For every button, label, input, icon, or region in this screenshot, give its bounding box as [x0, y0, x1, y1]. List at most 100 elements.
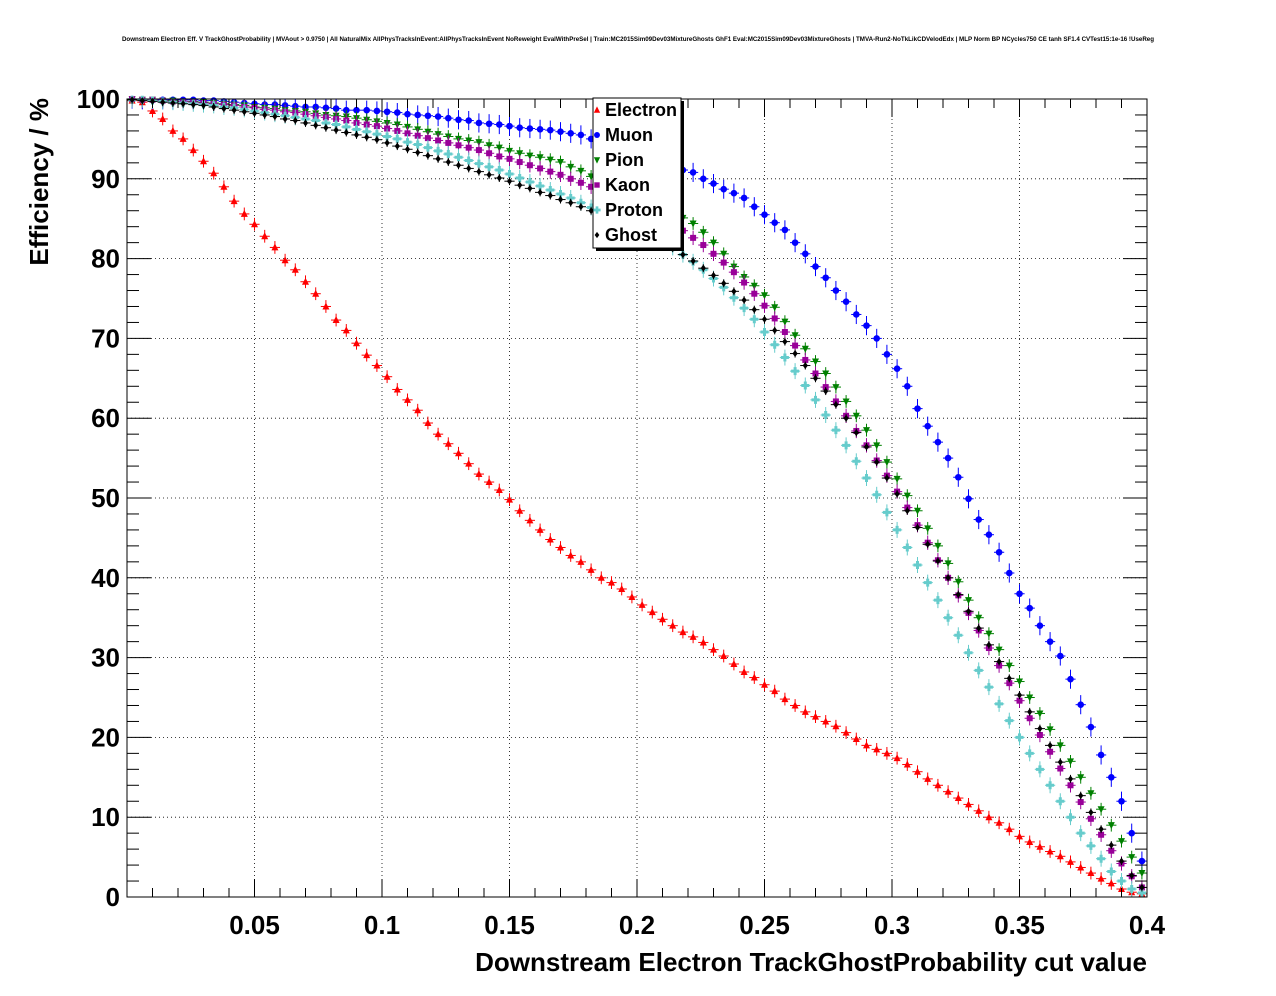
data-point-electron	[271, 243, 279, 251]
data-point-pion	[1016, 678, 1023, 686]
data-point-pion	[842, 398, 850, 406]
data-point-ghost	[792, 350, 798, 358]
data-point-electron	[975, 806, 983, 814]
data-point-kaon	[557, 171, 564, 178]
data-point-ghost	[588, 207, 594, 215]
data-point-electron	[189, 146, 197, 154]
data-point-ghost	[894, 490, 900, 498]
data-point-muon	[710, 180, 717, 187]
data-point-electron	[791, 701, 799, 709]
data-point-muon	[1036, 622, 1044, 629]
data-point-muon	[1016, 590, 1023, 598]
data-point-muon	[332, 105, 340, 112]
data-point-electron	[485, 478, 493, 486]
data-point-muon	[506, 122, 513, 130]
data-point-electron	[832, 722, 840, 730]
data-point-muon	[955, 473, 962, 481]
data-point-muon	[689, 169, 697, 176]
data-point-pion	[771, 304, 779, 312]
data-point-electron	[628, 592, 636, 600]
data-point-proton	[1086, 841, 1095, 850]
data-point-pion	[995, 646, 1003, 654]
data-point-muon	[445, 114, 452, 122]
data-point-ghost	[537, 188, 543, 196]
data-point-muon	[700, 175, 707, 183]
data-point-electron	[516, 506, 524, 514]
data-point-electron	[597, 573, 605, 581]
data-point-kaon	[475, 147, 482, 154]
data-point-electron	[383, 372, 391, 380]
data-point-ghost	[364, 133, 370, 141]
data-point-proton	[811, 395, 820, 404]
data-point-proton	[1025, 749, 1034, 758]
data-point-proton	[760, 328, 769, 337]
data-point-pion	[832, 384, 840, 392]
data-point-kaon	[1067, 782, 1074, 789]
data-point-proton	[1137, 889, 1146, 898]
data-point-pion	[761, 292, 768, 300]
legend-box	[592, 97, 682, 249]
data-point-pion	[822, 370, 830, 378]
data-point-ghost	[313, 121, 319, 129]
data-point-electron	[852, 734, 860, 742]
data-point-electron	[495, 486, 503, 494]
data-point-proton	[842, 441, 851, 450]
data-point-muon	[1006, 569, 1013, 577]
data-point-proton	[862, 474, 871, 483]
data-point-proton	[311, 116, 320, 125]
data-point-pion	[750, 282, 758, 290]
data-point-ghost	[812, 374, 819, 382]
data-point-ghost	[466, 164, 472, 172]
data-point-electron	[801, 707, 809, 715]
data-point-ghost	[1108, 841, 1114, 849]
data-point-electron	[822, 717, 830, 725]
data-point-electron	[1046, 847, 1054, 855]
data-point-pion	[852, 412, 860, 420]
x-tick-label: 0.1	[364, 910, 400, 940]
data-point-ghost	[231, 106, 237, 114]
data-point-pion	[475, 139, 483, 147]
data-point-ghost	[721, 279, 727, 287]
data-point-muon	[1077, 701, 1084, 708]
data-point-proton	[546, 185, 555, 194]
data-point-electron	[1056, 852, 1064, 860]
data-point-proton	[1107, 867, 1116, 876]
data-point-ghost	[272, 113, 278, 121]
data-point-ghost	[874, 458, 880, 466]
data-point-electron	[669, 621, 677, 629]
data-point-muon	[740, 194, 748, 202]
data-point-electron	[710, 645, 717, 653]
data-point-proton	[740, 304, 749, 313]
data-point-kaon	[1006, 680, 1013, 687]
data-point-electron	[761, 680, 768, 688]
data-point-proton	[1117, 877, 1126, 886]
data-point-muon	[761, 211, 768, 219]
data-point-electron	[750, 673, 758, 681]
data-point-pion	[801, 345, 809, 353]
data-point-kaon	[455, 142, 462, 149]
x-tick-label: 0.35	[994, 910, 1045, 940]
data-point-electron	[526, 516, 534, 524]
data-point-proton	[882, 508, 891, 517]
data-point-proton	[903, 543, 912, 552]
y-tick-label: 10	[91, 802, 120, 832]
legend: Electron Muon Pion Kaon Proton Ghost	[592, 97, 684, 251]
data-point-ghost	[221, 105, 227, 113]
legend-marker-ghost	[594, 231, 600, 239]
data-point-proton	[913, 561, 922, 570]
data-point-ghost	[976, 624, 982, 632]
data-point-ghost	[680, 251, 686, 259]
data-point-muon	[1108, 774, 1115, 781]
data-point-electron	[465, 459, 473, 467]
data-point-muon	[944, 454, 952, 462]
data-point-muon	[496, 121, 503, 128]
data-point-kaon	[577, 179, 584, 186]
data-point-pion	[710, 239, 717, 247]
data-point-proton	[352, 125, 361, 134]
data-point-proton	[525, 177, 534, 186]
y-tick-label: 70	[91, 323, 120, 353]
data-point-kaon	[1087, 815, 1094, 822]
data-point-muon	[995, 548, 1003, 556]
data-point-proton	[1046, 781, 1055, 790]
